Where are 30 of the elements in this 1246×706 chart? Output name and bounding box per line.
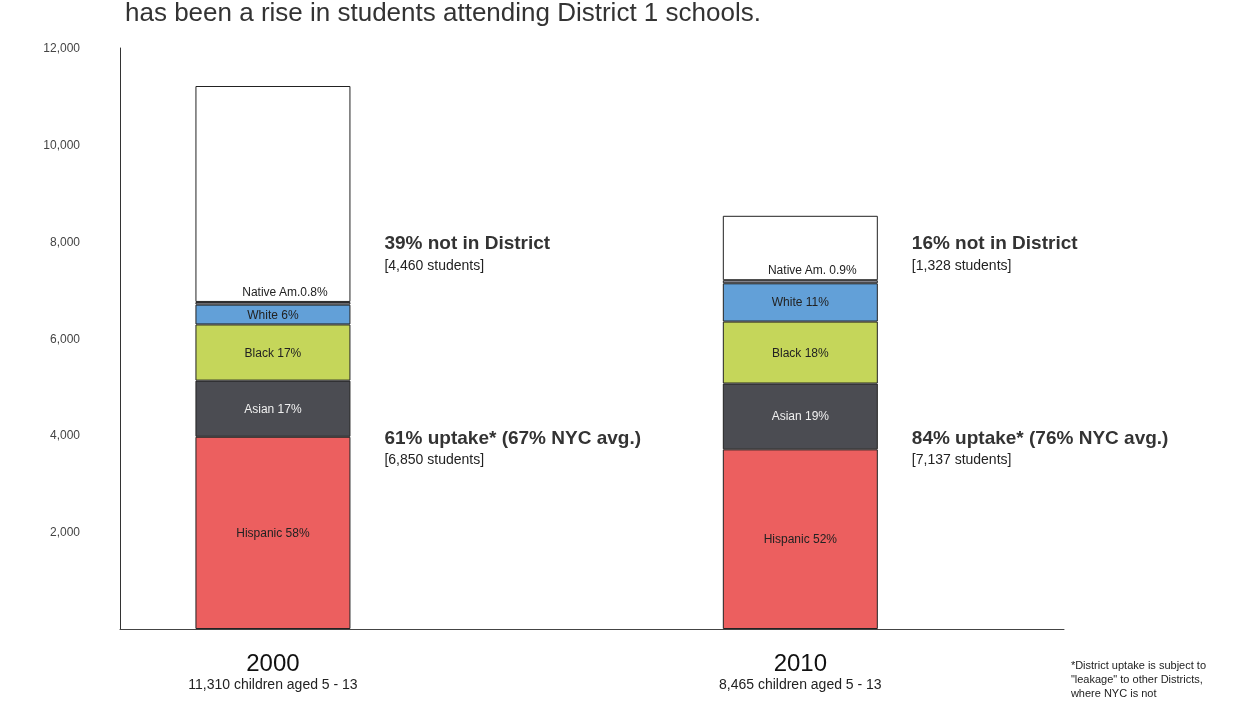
- annotation: Native Am. 0.9%: [767, 263, 857, 278]
- chart-title: has been a rise in students attending District 1 schools.: [125, 0, 761, 27]
- annotation: 84% uptake* (76% NYC avg.): [911, 426, 1169, 448]
- y-tick-label: 4,000: [49, 428, 81, 443]
- annotation: 16% not in District: [911, 232, 1079, 254]
- data-label: Hispanic 58%: [236, 525, 310, 540]
- data-label: White 11%: [771, 295, 830, 310]
- annotation: [4,460 students]: [384, 256, 485, 273]
- annotation: [1,328 students]: [911, 256, 1012, 273]
- y-tick-label: 8,000: [49, 234, 81, 249]
- data-label: Asian 19%: [771, 409, 830, 424]
- data-label: Hispanic 52%: [763, 532, 838, 547]
- annotation: [7,137 students]: [911, 451, 1012, 468]
- y-tick-label: 2,000: [49, 525, 81, 540]
- x-tick-label: 2010 8,465 children aged 5 - 13: [718, 648, 882, 692]
- data-label: Black 18%: [771, 345, 829, 360]
- annotation: 39% not in District: [384, 232, 551, 254]
- text: *District uptake is subject to "leakage" to other Districts, where NYC is not: [1069, 659, 1207, 699]
- data-label: Asian 17%: [244, 401, 302, 416]
- annotation: 61% uptake* (67% NYC avg.): [384, 426, 642, 448]
- y-tick-label: 6,000: [49, 331, 81, 346]
- x-tick-label: 2000 11,310 children aged 5 - 13: [188, 648, 358, 692]
- bar: [195, 86, 351, 302]
- annotation: [6,850 students]: [384, 451, 485, 468]
- annotation: Native Am.0.8%: [242, 284, 328, 299]
- data-label: White 6%: [247, 307, 299, 322]
- data-label: Black 17%: [244, 345, 302, 360]
- y-tick-label: 10,000: [43, 137, 81, 152]
- bar: [722, 215, 878, 281]
- y-tick-label: 12,000: [43, 41, 81, 55]
